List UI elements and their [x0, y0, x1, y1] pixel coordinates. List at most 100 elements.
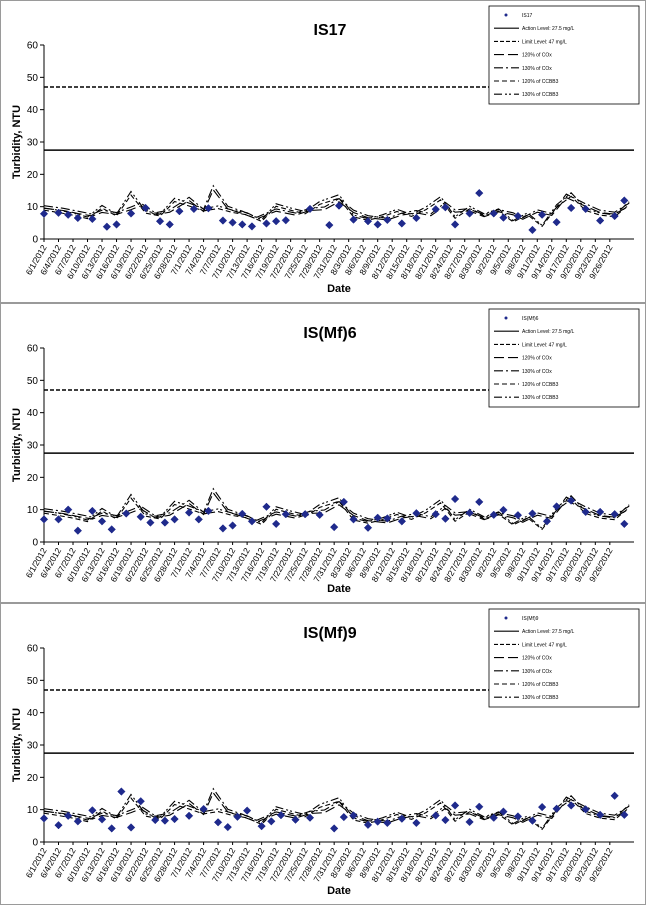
legend-label: 130% of COx	[522, 369, 552, 375]
data-point	[170, 814, 179, 824]
data-point	[595, 216, 605, 225]
data-point	[581, 805, 590, 814]
data-point	[581, 204, 590, 214]
y-tick-label: 40	[27, 408, 39, 419]
data-point	[189, 204, 199, 214]
chart-panel: IS17 0 10 20 30 40 50 60 Turbidity, NTU 6/1/2012 6…	[0, 0, 646, 303]
legend-label: Limit Level: 47 mg/L	[522, 342, 567, 348]
data-point	[373, 220, 382, 229]
data-point	[620, 196, 629, 205]
data-point	[165, 220, 174, 229]
data-point	[117, 787, 126, 796]
legend-label: Limit Level: 47 mg/L	[522, 39, 567, 45]
data-point	[542, 517, 552, 526]
legend-label: 120% of CCBB3	[522, 682, 559, 688]
data-point	[315, 510, 324, 519]
y-tick-label: 50	[27, 376, 39, 387]
data-point	[271, 217, 281, 226]
data-point	[339, 812, 348, 822]
series-line	[43, 497, 630, 531]
data-point	[39, 209, 49, 218]
legend-marker	[504, 616, 508, 620]
data-point	[489, 510, 498, 519]
data-point	[349, 515, 358, 524]
data-point	[383, 215, 392, 225]
data-point	[373, 513, 382, 522]
data-point	[383, 818, 392, 828]
data-point	[64, 210, 73, 219]
legend-label: 120% of CCBB3	[522, 79, 559, 85]
data-point	[112, 220, 121, 229]
data-point	[184, 508, 194, 517]
series-line	[43, 487, 630, 522]
y-tick-label: 0	[32, 235, 38, 246]
data-point	[513, 812, 523, 821]
data-point	[528, 509, 537, 518]
x-axis-label: Date	[327, 885, 351, 897]
data-point	[537, 210, 547, 219]
data-point	[271, 519, 281, 529]
data-point	[54, 208, 63, 217]
data-point	[305, 813, 315, 822]
legend-label: IS17	[522, 13, 533, 19]
series-line	[43, 493, 630, 530]
data-point	[595, 810, 605, 819]
data-point	[238, 509, 247, 519]
x-axis-label: Date	[327, 583, 351, 595]
data-point	[566, 801, 576, 810]
data-point	[475, 802, 484, 811]
data-point	[595, 507, 605, 517]
data-point	[257, 822, 266, 831]
legend-label: IS(Mf)9	[522, 616, 539, 622]
chart-title: IS(Mf)6	[303, 325, 356, 342]
data-point	[107, 824, 116, 833]
data-point	[431, 510, 440, 519]
y-tick-label: 10	[27, 805, 39, 816]
series-line	[43, 190, 630, 227]
series-line	[43, 787, 630, 822]
legend-label: 120% of CCBB3	[522, 382, 559, 388]
data-point	[146, 518, 155, 527]
chart-panel: IS(Mf)9 0 10 20 30 40 50 60 Turbidity, NTU 6/1/20…	[0, 603, 646, 905]
data-point	[339, 497, 348, 507]
data-point	[441, 815, 450, 825]
data-point	[412, 509, 421, 518]
data-point	[620, 810, 629, 819]
data-point	[199, 804, 208, 814]
data-point	[233, 812, 242, 821]
chart-panel: IS(Mf)6 0 10 20 30 40 50 60 Turbidity, NTU 6/1/20…	[0, 303, 646, 603]
y-tick-label: 30	[27, 138, 39, 149]
data-point	[155, 217, 165, 226]
data-point	[349, 811, 358, 820]
data-point	[262, 219, 271, 228]
data-point	[325, 220, 334, 230]
data-point	[397, 814, 407, 823]
data-point	[513, 511, 523, 520]
data-point	[247, 517, 257, 526]
chart-title: IS(Mf)9	[303, 625, 356, 642]
data-point	[88, 806, 97, 815]
y-axis-label: Turbidity, NTU	[11, 105, 23, 179]
data-point	[397, 517, 407, 526]
y-axis-label: Turbidity, NTU	[11, 408, 23, 482]
data-point	[97, 517, 107, 526]
data-point	[610, 791, 619, 800]
legend-label: 130% of CCBB3	[522, 395, 559, 401]
legend-label: IS(Mf)6	[522, 316, 539, 322]
data-point	[223, 822, 232, 832]
data-point	[73, 526, 83, 535]
data-point	[64, 505, 73, 514]
y-tick-label: 40	[27, 105, 39, 116]
y-tick-label: 10	[27, 202, 39, 213]
y-tick-label: 0	[32, 838, 38, 849]
data-point	[64, 811, 73, 820]
data-point	[412, 213, 421, 223]
data-point	[300, 510, 310, 519]
data-point	[441, 514, 450, 523]
data-point	[537, 802, 547, 812]
data-point	[431, 205, 440, 214]
data-point	[151, 815, 160, 825]
data-point	[475, 497, 484, 507]
data-point	[107, 525, 116, 534]
